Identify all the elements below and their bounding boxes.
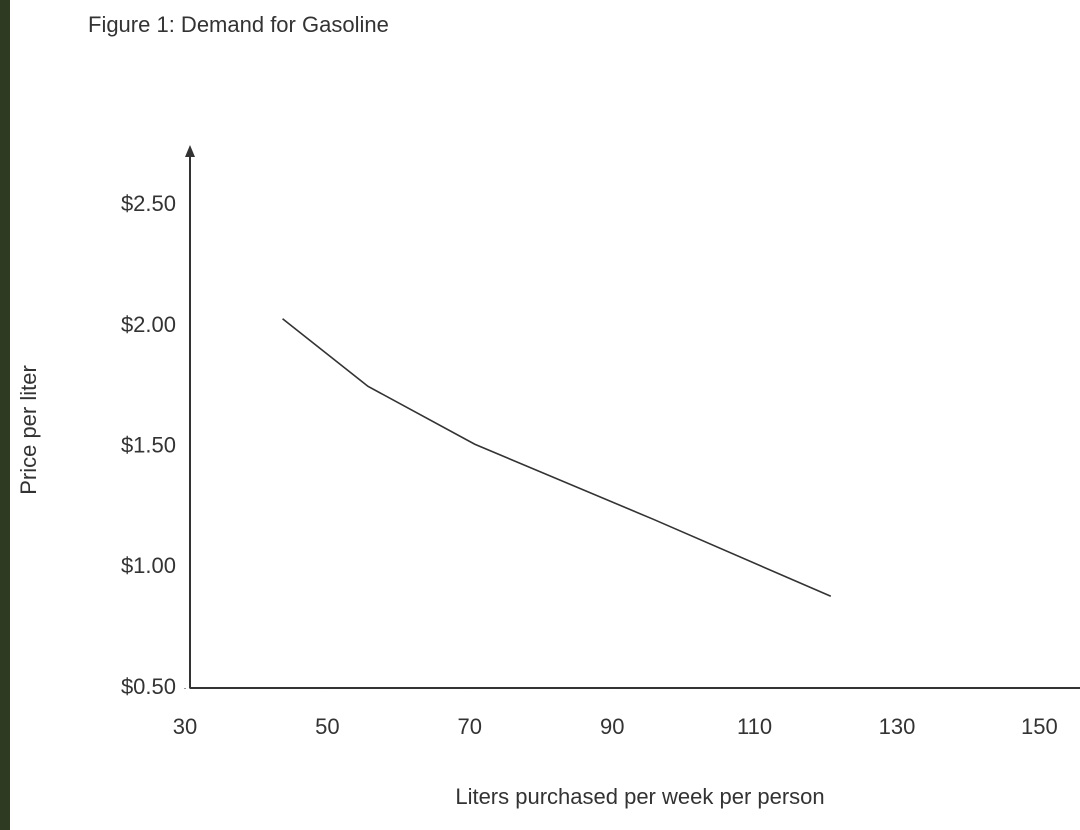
- x-tick-label: 30: [173, 714, 197, 739]
- y-tick-label: $0.50: [121, 674, 176, 699]
- x-tick-label: 90: [600, 714, 624, 739]
- x-tick-label: 110: [737, 714, 772, 739]
- chart: Figure 1: Demand for Gasoline Liters pur…: [0, 0, 1080, 830]
- x-tick-label: 70: [458, 714, 482, 739]
- chart-title: Figure 1: Demand for Gasoline: [88, 12, 389, 37]
- chart-background: [10, 0, 1080, 830]
- x-tick-label: 130: [879, 714, 916, 739]
- y-tick-label: $2.50: [121, 191, 176, 216]
- x-tick-label: 50: [315, 714, 339, 739]
- y-tick-label: $1.50: [121, 432, 176, 457]
- y-axis-label: Price per liter: [16, 365, 41, 495]
- page: {"chart_data": {"type": "line", "title":…: [0, 0, 1080, 830]
- y-tick-label: $2.00: [121, 312, 176, 337]
- x-tick-label: 150: [1021, 714, 1058, 739]
- x-axis-label: Liters purchased per week per person: [455, 784, 824, 809]
- y-tick-label: $1.00: [121, 553, 176, 578]
